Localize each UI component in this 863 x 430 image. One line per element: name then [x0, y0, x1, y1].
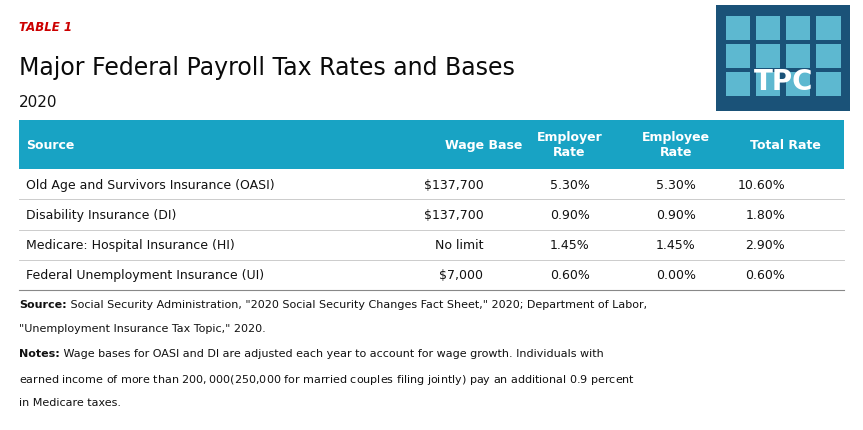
Text: 0.00%: 0.00% — [656, 269, 696, 282]
Text: Federal Unemployment Insurance (UI): Federal Unemployment Insurance (UI) — [26, 269, 264, 282]
Text: 2020: 2020 — [19, 95, 58, 110]
Text: Medicare: Hospital Insurance (HI): Medicare: Hospital Insurance (HI) — [26, 239, 235, 252]
Text: $137,700: $137,700 — [424, 178, 483, 191]
FancyBboxPatch shape — [19, 200, 844, 230]
Text: 0.60%: 0.60% — [746, 269, 785, 282]
FancyBboxPatch shape — [19, 230, 844, 260]
Text: $137,700: $137,700 — [424, 209, 483, 221]
Text: Old Age and Survivors Insurance (OASI): Old Age and Survivors Insurance (OASI) — [26, 178, 274, 191]
Text: Source: Source — [26, 138, 74, 152]
FancyBboxPatch shape — [716, 6, 850, 112]
Text: in Medicare taxes.: in Medicare taxes. — [19, 397, 121, 407]
Text: Total Rate: Total Rate — [750, 138, 821, 152]
Text: "Unemployment Insurance Tax Topic," 2020.: "Unemployment Insurance Tax Topic," 2020… — [19, 323, 266, 333]
Text: earned income of more than $200,000 ($250,000 for married couples filing jointly: earned income of more than $200,000 ($25… — [19, 372, 635, 386]
Text: Social Security Administration, "2020 Social Security Changes Fact Sheet," 2020;: Social Security Administration, "2020 So… — [66, 299, 646, 309]
Text: Wage bases for OASI and DI are adjusted each year to account for wage growth. In: Wage bases for OASI and DI are adjusted … — [60, 348, 603, 358]
FancyBboxPatch shape — [786, 73, 810, 97]
FancyBboxPatch shape — [726, 17, 750, 41]
Text: 5.30%: 5.30% — [656, 178, 696, 191]
FancyBboxPatch shape — [786, 17, 810, 41]
FancyBboxPatch shape — [816, 73, 841, 97]
Text: Notes:: Notes: — [19, 348, 60, 358]
Text: Employer
Rate: Employer Rate — [537, 131, 602, 159]
Text: Wage Base: Wage Base — [444, 138, 522, 152]
Text: 1.80%: 1.80% — [746, 209, 785, 221]
Text: 5.30%: 5.30% — [550, 178, 589, 191]
FancyBboxPatch shape — [726, 73, 750, 97]
FancyBboxPatch shape — [756, 45, 780, 69]
FancyBboxPatch shape — [786, 45, 810, 69]
Text: 2.90%: 2.90% — [746, 239, 785, 252]
FancyBboxPatch shape — [726, 45, 750, 69]
Text: 0.90%: 0.90% — [656, 209, 696, 221]
Text: 1.45%: 1.45% — [656, 239, 696, 252]
FancyBboxPatch shape — [756, 17, 780, 41]
Text: 10.60%: 10.60% — [738, 178, 785, 191]
FancyBboxPatch shape — [19, 260, 844, 290]
FancyBboxPatch shape — [19, 120, 844, 170]
Text: Employee
Rate: Employee Rate — [642, 131, 709, 159]
Text: Disability Insurance (DI): Disability Insurance (DI) — [26, 209, 176, 221]
FancyBboxPatch shape — [19, 170, 844, 200]
Text: TABLE 1: TABLE 1 — [19, 21, 72, 34]
Text: 0.90%: 0.90% — [550, 209, 589, 221]
Text: 1.45%: 1.45% — [550, 239, 589, 252]
Text: Major Federal Payroll Tax Rates and Bases: Major Federal Payroll Tax Rates and Base… — [19, 56, 515, 80]
FancyBboxPatch shape — [756, 73, 780, 97]
Text: $7,000: $7,000 — [439, 269, 483, 282]
FancyBboxPatch shape — [816, 17, 841, 41]
Text: No limit: No limit — [435, 239, 483, 252]
Text: TPC: TPC — [753, 68, 813, 95]
Text: Source:: Source: — [19, 299, 66, 309]
FancyBboxPatch shape — [816, 45, 841, 69]
Text: 0.60%: 0.60% — [550, 269, 589, 282]
